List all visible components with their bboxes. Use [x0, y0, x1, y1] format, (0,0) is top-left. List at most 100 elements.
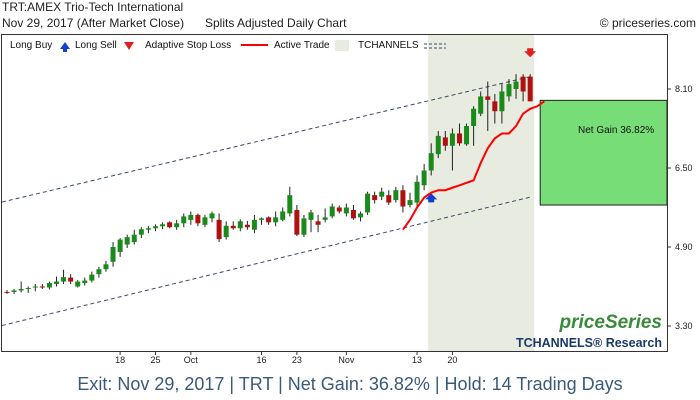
candle [393, 186, 399, 203]
candle [25, 286, 31, 293]
candle-body [343, 207, 349, 214]
candle [11, 288, 17, 294]
candle-body [520, 76, 526, 92]
x-tick-label: 25 [150, 355, 160, 365]
long-sell-arrow-icon [124, 42, 134, 50]
candle [110, 242, 116, 267]
candle-body [527, 76, 533, 102]
candle-body [456, 133, 462, 144]
candle-body [442, 137, 448, 146]
legend-stop-loss-label: Adaptive Stop Loss [145, 40, 231, 51]
legend-long-buy-label: Long Buy [10, 40, 52, 51]
y-tick-label: 8.10 [675, 84, 693, 94]
candle-body [273, 217, 279, 223]
candle-body [209, 213, 215, 219]
candle [181, 213, 187, 228]
candle [195, 213, 201, 227]
candle [223, 221, 229, 240]
candle [343, 203, 349, 217]
candle [301, 214, 307, 238]
candle [39, 284, 45, 289]
candle [471, 106, 477, 146]
candle-body [435, 135, 441, 155]
candle [492, 93, 498, 124]
x-tick-label: 16 [257, 355, 267, 365]
candle [124, 234, 130, 248]
candle-body [237, 221, 243, 229]
candle-body [329, 206, 335, 217]
candle [400, 185, 406, 213]
long-sell-marker-icon [524, 48, 537, 58]
candle-body [372, 195, 378, 201]
candle-body [407, 200, 413, 206]
candle-body [68, 277, 74, 282]
candle-body [11, 290, 17, 292]
plot-frame [1, 34, 668, 352]
candle [421, 164, 427, 191]
long-buy-arrow-icon [60, 42, 70, 52]
candle [53, 276, 59, 287]
candle-body [414, 181, 420, 203]
net-gain-box [539, 99, 668, 206]
candle [152, 224, 158, 232]
date-label: Nov 29, 2017 (After Market Close) [2, 16, 185, 30]
candle [478, 91, 484, 117]
candle [407, 192, 413, 208]
candle [237, 219, 243, 232]
legend-active-trade-label: Active Trade [274, 40, 330, 51]
candle-body [393, 190, 399, 201]
candle-body [400, 190, 406, 207]
net-gain-label: Net Gain 36.82% [578, 125, 654, 136]
candle [506, 79, 512, 102]
priceseries-logo: priceSeries [559, 312, 662, 333]
candle-body [25, 287, 31, 289]
candle-body [464, 126, 470, 145]
candle-body [478, 96, 484, 114]
candle-body [280, 211, 286, 220]
candle [379, 187, 385, 201]
candle-body [216, 219, 222, 240]
candle-body [145, 228, 151, 230]
candle-body [315, 221, 321, 225]
candle-body [103, 264, 109, 270]
trade-summary-footer: Exit: Nov 29, 2017 | TRT | Net Gain: 36.… [77, 374, 623, 394]
candle-body [449, 133, 455, 146]
x-tick-label: 23 [292, 355, 302, 365]
candle-body [386, 195, 392, 203]
legend-tchannels-label: TCHANNELS [358, 40, 419, 51]
candle-body [259, 218, 265, 220]
candle [464, 123, 470, 146]
candle [350, 205, 356, 220]
candle-body [131, 234, 137, 243]
candle [202, 214, 208, 228]
candle-body [152, 226, 158, 229]
candle [280, 207, 286, 222]
candle [160, 222, 166, 230]
candle-body [230, 225, 236, 229]
candle [428, 143, 434, 176]
candle-body [506, 84, 512, 97]
candle [499, 84, 505, 124]
candle [329, 203, 335, 219]
candle [89, 271, 95, 283]
candle [287, 186, 293, 217]
candle-body [421, 170, 427, 186]
adaptive-stop-loss-line [402, 100, 545, 231]
candle [456, 123, 462, 146]
x-tick-label: 20 [447, 355, 457, 365]
candle [61, 269, 67, 285]
candle [244, 220, 250, 230]
candle-body [513, 81, 519, 89]
candle [117, 238, 123, 257]
candles-group [4, 74, 533, 294]
candle-body [96, 269, 102, 275]
candle-body [294, 209, 300, 235]
candle [46, 281, 52, 290]
candle [273, 211, 279, 227]
candle-body [301, 218, 307, 235]
candle-body [174, 223, 180, 228]
x-tick-label: 13 [412, 355, 422, 365]
candle [358, 211, 363, 222]
candle [442, 130, 448, 151]
candle-body [32, 286, 38, 288]
